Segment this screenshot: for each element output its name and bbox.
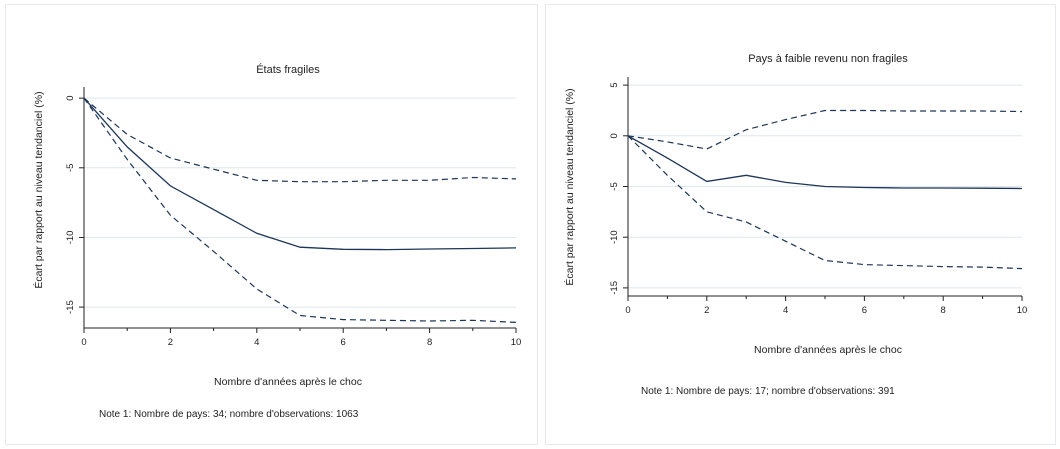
chart-panel-fragile-states: États fragiles 0 -5 -10 -15 0 2 4 6 8 10 Écart pa… bbox=[5, 4, 538, 445]
y-axis-label: Écart par rapport au niveau tendanciel (… bbox=[32, 91, 45, 288]
series-line-estimate bbox=[627, 135, 1023, 190]
x-tick-label: 0 bbox=[625, 305, 630, 316]
series-line-lower bbox=[83, 97, 517, 323]
y-axis-label: Écart par rapport au niveau tendanciel (… bbox=[563, 88, 576, 285]
y-tick-label: 0 bbox=[609, 133, 620, 138]
y-tick-label: 0 bbox=[65, 95, 76, 100]
x-axis-label: Nombre d'années après le choc bbox=[214, 376, 362, 388]
x-tick-label: 10 bbox=[511, 337, 522, 348]
y-tick-label: -15 bbox=[609, 281, 620, 295]
series-line-upper bbox=[83, 97, 517, 183]
x-tick-label: 10 bbox=[1017, 305, 1028, 316]
chart-note: Note 1: Nombre de pays: 34; nombre d'obs… bbox=[99, 409, 359, 420]
chart-fragile-states: États fragiles 0 -5 -10 -15 0 2 4 6 8 10 Écart pa… bbox=[32, 63, 522, 420]
x-tick-label: 4 bbox=[783, 305, 788, 316]
y-tick-label: -5 bbox=[65, 164, 76, 172]
series-line-upper bbox=[627, 109, 1023, 150]
chart-title: Pays à faible revenu non fragiles bbox=[748, 53, 908, 65]
x-tick-label: 8 bbox=[427, 337, 432, 348]
y-tick-label: -10 bbox=[609, 230, 620, 244]
y-tick-label: -10 bbox=[65, 231, 76, 245]
chart-note: Note 1: Nombre de pays: 17; nombre d'obs… bbox=[641, 386, 895, 397]
x-tick-label: 2 bbox=[704, 305, 709, 316]
series-line-lower bbox=[627, 135, 1023, 270]
chart-panel-non-fragile-low-income: Pays à faible revenu non fragiles 5 0 -5 -1… bbox=[545, 4, 1056, 445]
x-tick-label: 8 bbox=[941, 305, 946, 316]
chart-non-fragile-low-income: Pays à faible revenu non fragiles 5 0 -5 -1… bbox=[563, 53, 1028, 397]
x-tick-label: 0 bbox=[81, 337, 86, 348]
x-tick-label: 2 bbox=[168, 337, 173, 348]
y-tick-label: -5 bbox=[609, 182, 620, 190]
x-axis-label: Nombre d'années après le choc bbox=[754, 344, 902, 356]
x-tick-label: 4 bbox=[254, 337, 259, 348]
y-tick-label: 5 bbox=[609, 82, 620, 87]
x-tick-label: 6 bbox=[341, 337, 346, 348]
chart-title: États fragiles bbox=[256, 63, 320, 76]
y-tick-label: -15 bbox=[65, 300, 76, 314]
x-tick-label: 6 bbox=[862, 305, 867, 316]
series-line-estimate bbox=[83, 97, 517, 251]
